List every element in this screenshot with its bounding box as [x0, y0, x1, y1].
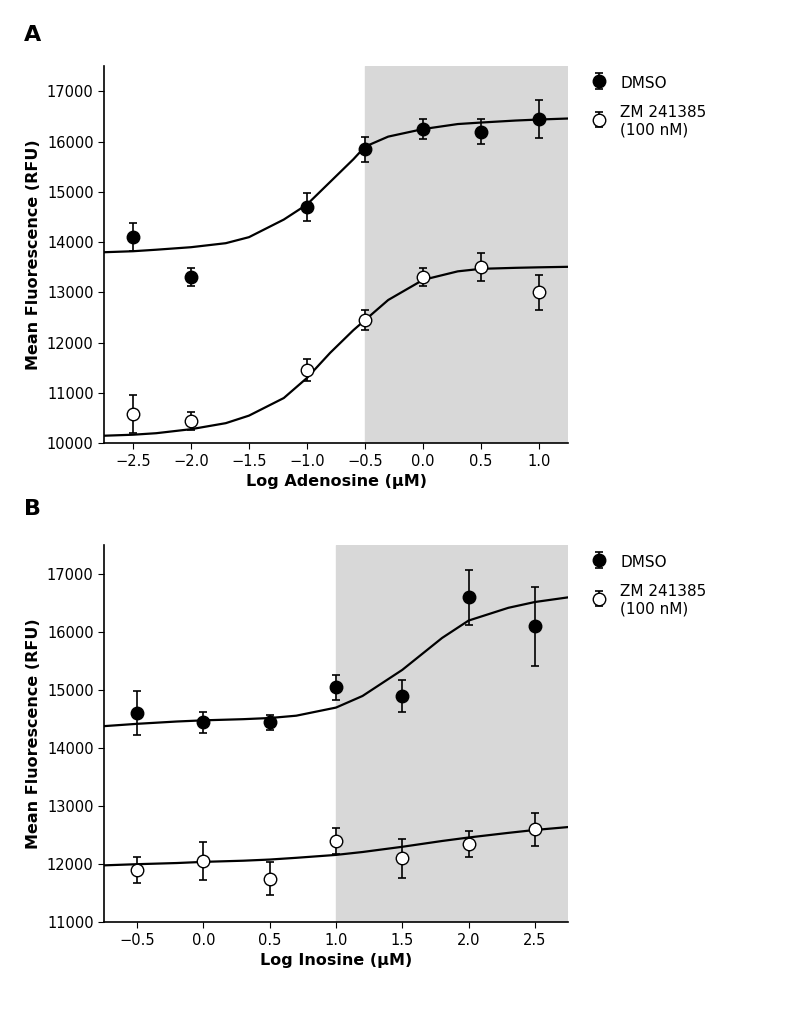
X-axis label: Log Inosine (μM): Log Inosine (μM) — [260, 953, 412, 968]
Legend: DMSO, ZM 241385
(100 nM): DMSO, ZM 241385 (100 nM) — [590, 552, 706, 616]
Y-axis label: Mean Fluorescence (RFU): Mean Fluorescence (RFU) — [26, 140, 42, 370]
Text: B: B — [24, 499, 41, 520]
Bar — [365, 66, 568, 443]
Y-axis label: Mean Fluorescence (RFU): Mean Fluorescence (RFU) — [26, 619, 42, 849]
Bar — [336, 545, 568, 922]
Text: A: A — [24, 25, 42, 46]
X-axis label: Log Adenosine (μM): Log Adenosine (μM) — [246, 474, 426, 489]
Legend: DMSO, ZM 241385
(100 nM): DMSO, ZM 241385 (100 nM) — [590, 73, 706, 138]
